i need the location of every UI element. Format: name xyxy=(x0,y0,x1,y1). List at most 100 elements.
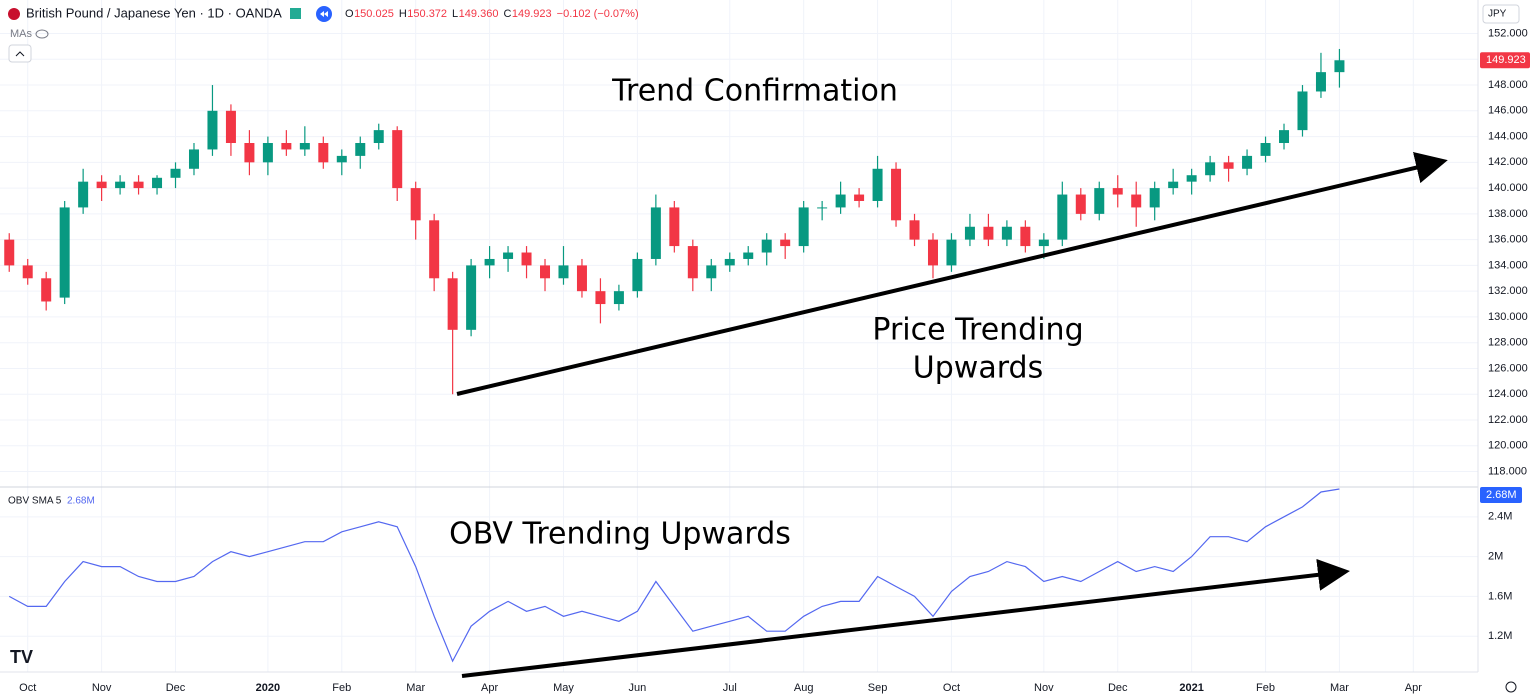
candle-body xyxy=(1131,194,1142,208)
candle-body xyxy=(410,188,421,221)
candle-body xyxy=(613,291,624,305)
y-tick-label: 140.000 xyxy=(1488,182,1528,194)
candle-body xyxy=(78,181,89,208)
candle-body xyxy=(115,181,126,189)
candle-body xyxy=(521,252,532,266)
candle-body xyxy=(429,220,440,279)
candle-body xyxy=(373,130,384,144)
x-tick-label: Dec xyxy=(1108,682,1128,694)
candle-body xyxy=(59,207,70,298)
candle-body xyxy=(188,149,199,169)
x-tick-label: Oct xyxy=(943,682,960,694)
y-tick-label: 2.4M xyxy=(1488,511,1512,523)
y-tick-label: 1.6M xyxy=(1488,590,1512,602)
ohlc-label: O xyxy=(345,8,354,20)
x-tick-label: Dec xyxy=(166,682,186,694)
y-tick-label: 152.000 xyxy=(1488,27,1528,39)
trend-arrow xyxy=(456,151,1448,396)
ohlc-legend: O 150.025 H 150.372 L 149.360 C 149.923 −0.102 (… xyxy=(345,8,639,20)
candle-body xyxy=(262,143,273,163)
candle-body xyxy=(299,143,310,150)
candle-body xyxy=(558,265,569,279)
y-tick-label: 126.000 xyxy=(1488,362,1528,374)
indicator-title[interactable]: OBV SMA 5 xyxy=(8,496,62,507)
collapse-glyph xyxy=(15,51,25,57)
candle-body xyxy=(207,110,218,150)
candle-body xyxy=(447,278,458,330)
candle-body xyxy=(225,110,236,144)
x-tick-label: Nov xyxy=(1034,682,1054,694)
currency-button[interactable] xyxy=(1482,4,1520,24)
candle-body xyxy=(872,168,883,201)
candle-body xyxy=(687,246,698,279)
candle-body xyxy=(152,177,163,189)
candle-body xyxy=(927,239,938,266)
annotation: Trend Confirmation xyxy=(611,74,898,109)
y-tick-label: 144.000 xyxy=(1488,130,1528,142)
candle-body xyxy=(761,239,772,253)
y-tick-label: 142.000 xyxy=(1488,156,1528,168)
ohlc-value: 150.372 xyxy=(407,8,447,20)
candle-body xyxy=(41,278,52,302)
candle-body xyxy=(503,252,514,259)
candle-body xyxy=(1297,91,1308,131)
x-tick-label: Feb xyxy=(332,682,351,694)
y-tick-label: 134.000 xyxy=(1488,259,1528,271)
ohlc-value: 149.923 xyxy=(512,8,552,20)
currency[interactable]: JPY xyxy=(1488,9,1507,20)
y-tick-label: 132.000 xyxy=(1488,285,1528,297)
x-tick-label: Apr xyxy=(481,682,498,694)
symbol-title[interactable]: British Pound / Japanese Yen · 1D · OAND… xyxy=(26,5,282,20)
eye-icon[interactable] xyxy=(35,29,49,39)
candle-body xyxy=(4,239,15,266)
annotation: Upwards xyxy=(913,351,1043,386)
candle-body xyxy=(1260,143,1271,156)
candle-body xyxy=(964,226,975,240)
candle-body xyxy=(706,265,717,279)
candle-body xyxy=(798,207,809,247)
candle-body xyxy=(632,258,643,292)
candle-body xyxy=(1315,72,1326,92)
candle-body xyxy=(1149,188,1160,208)
flag-icon[interactable] xyxy=(290,8,301,19)
candle-body xyxy=(318,143,329,163)
logo[interactable]: TV xyxy=(10,647,33,667)
candle-body xyxy=(1334,60,1345,73)
obv-tag-label: 2.68M xyxy=(1486,489,1517,501)
candle-body xyxy=(595,291,606,305)
obv-tag xyxy=(1480,487,1522,503)
candle-body xyxy=(1205,162,1216,176)
settings-icon[interactable] xyxy=(1505,681,1517,693)
grid xyxy=(0,0,1478,672)
candle-body xyxy=(780,239,791,247)
y-tick-label: 124.000 xyxy=(1488,388,1528,400)
ohlc-value: 149.360 xyxy=(459,8,499,20)
candle-body xyxy=(983,226,994,240)
x-tick-label: Mar xyxy=(406,682,425,694)
candle-body xyxy=(817,207,828,209)
y-tick-label: 146.000 xyxy=(1488,105,1528,117)
candle-body xyxy=(170,168,181,178)
ohlc-value: 150.025 xyxy=(354,8,394,20)
price-tag xyxy=(1480,52,1530,69)
change: −0.102 (−0.07%) xyxy=(557,8,639,20)
y-tick-label: 148.000 xyxy=(1488,79,1528,91)
candle-body xyxy=(1279,130,1290,144)
annotation: OBV Trending Upwards xyxy=(449,517,791,552)
y-tick-label: 128.000 xyxy=(1488,337,1528,349)
ohlc-label: H xyxy=(399,8,407,20)
candle-body xyxy=(909,220,920,240)
replay-icon-glyph xyxy=(320,11,328,17)
x-tick-label: May xyxy=(553,682,574,694)
indicator-label[interactable]: MAs xyxy=(10,28,33,40)
x-tick-label: Oct xyxy=(19,682,36,694)
candle-body xyxy=(133,181,144,189)
candle-body xyxy=(22,265,33,279)
collapse-button[interactable] xyxy=(8,44,32,63)
x-tick-label: Sep xyxy=(868,682,888,694)
candle-body xyxy=(891,168,902,221)
x-tick-label: 2021 xyxy=(1179,682,1203,694)
candle-body xyxy=(96,181,107,189)
candle-body xyxy=(576,265,587,292)
